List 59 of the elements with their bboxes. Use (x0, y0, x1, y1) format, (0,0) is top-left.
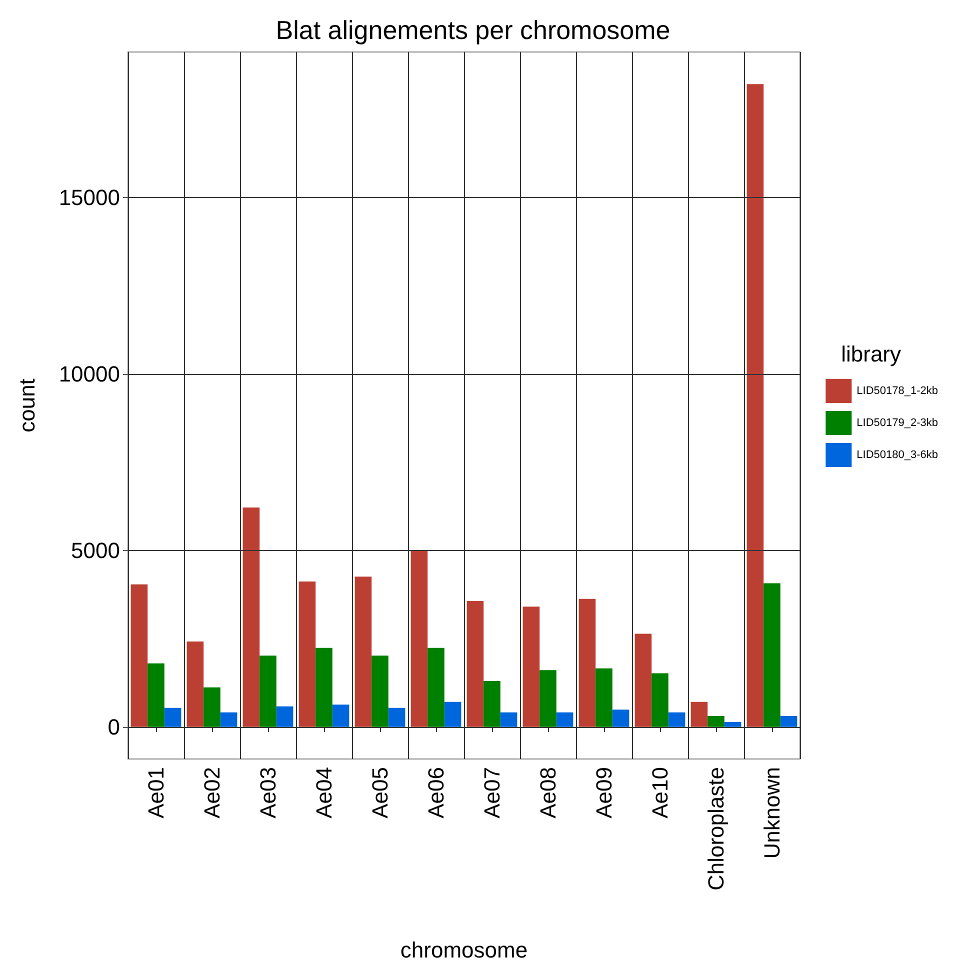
y-tick-label: 0 (108, 714, 120, 740)
legend-label: LID50180_3-6kb (856, 449, 938, 461)
x-tick-label: Ae04 (312, 767, 336, 818)
bar (354, 576, 372, 727)
bar (540, 670, 556, 727)
bar (522, 606, 540, 727)
y-tick-label: 10000 (58, 362, 120, 387)
bar (780, 716, 798, 727)
x-tick-label: Ae07 (480, 767, 504, 818)
x-axis-title: chromosome (400, 938, 528, 962)
x-tick-label: Ae05 (368, 767, 392, 818)
bar (746, 84, 764, 727)
x-tick-label: Unknown (760, 767, 784, 859)
x-tick-label: Ae10 (648, 767, 672, 818)
bar (332, 704, 350, 727)
bar (260, 656, 276, 727)
x-tick-label: Ae03 (256, 767, 280, 818)
x-tick-label: Ae06 (424, 767, 448, 818)
bar (276, 706, 294, 727)
x-tick-label: Chloroplaste (704, 767, 728, 891)
bar (668, 712, 686, 727)
bar (764, 583, 780, 727)
bar (724, 722, 742, 727)
bar (484, 681, 500, 727)
bar (298, 582, 316, 727)
bar (186, 642, 204, 727)
bar (596, 668, 612, 727)
y-tick-label: 5000 (71, 538, 120, 563)
bar (410, 550, 428, 727)
legend-label: LID50179_2-3kb (856, 417, 938, 429)
y-axis-title: count (14, 378, 40, 432)
bar (220, 712, 238, 727)
bar (578, 598, 596, 727)
chart-title: Blat alignements per chromosome (276, 15, 670, 45)
x-tick-label: Ae01 (144, 767, 168, 818)
bar (164, 708, 182, 727)
bar (500, 712, 518, 727)
x-tick-label: Ae09 (592, 767, 616, 818)
bar (316, 648, 332, 727)
legend-label: LID50178_1-2kb (856, 385, 938, 397)
bar (466, 600, 484, 727)
y-tick-label: 15000 (58, 185, 120, 210)
bar (204, 687, 220, 727)
bar (652, 673, 668, 727)
bar (148, 663, 164, 727)
x-tick-label: Ae02 (200, 767, 224, 818)
bar (242, 507, 260, 727)
bar (612, 710, 630, 727)
bar (708, 716, 724, 727)
bar (428, 648, 444, 727)
x-tick-label: Ae08 (536, 767, 560, 818)
bar (388, 708, 406, 727)
bar (444, 702, 462, 727)
bar (556, 712, 574, 727)
bar (690, 702, 708, 727)
bar (634, 634, 652, 727)
bar (130, 584, 148, 727)
legend-title: library (841, 342, 902, 366)
bar (372, 656, 388, 727)
